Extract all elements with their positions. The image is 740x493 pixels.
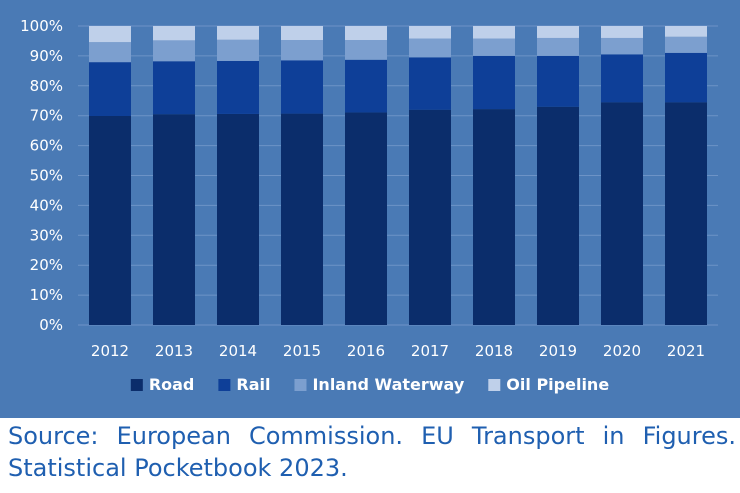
x-tick-label: 2014 xyxy=(219,342,257,360)
bar-segment-road xyxy=(665,102,707,326)
bar-segment-rail xyxy=(665,52,707,103)
legend-label: Oil Pipeline xyxy=(506,375,609,394)
bar-segment-road xyxy=(153,114,195,325)
bar-segment-oil-pipeline xyxy=(473,26,515,39)
x-tick-label: 2020 xyxy=(603,342,641,360)
legend-label: Inland Waterway xyxy=(312,375,464,394)
legend: Road Rail Inland Waterway Oil Pipeline xyxy=(130,375,609,394)
bars xyxy=(89,26,707,326)
legend-swatch xyxy=(294,379,307,391)
source-caption: Source: European Commission. EU Transpor… xyxy=(8,422,736,482)
bar-segment-rail xyxy=(281,60,323,114)
bar-segment-rail xyxy=(217,60,259,114)
bar-segment-rail xyxy=(409,57,451,110)
bar-segment-rail xyxy=(601,54,643,103)
y-tick-label: 50% xyxy=(30,167,63,185)
x-axis-ticks: 2012 2013 2014 2015 2016 2017 2018 2019 2020 2021 xyxy=(91,342,705,360)
bar-segment-inland-waterway xyxy=(537,37,579,56)
bar-segment-road xyxy=(89,115,131,326)
x-tick-label: 2016 xyxy=(347,342,385,360)
x-tick-label: 2013 xyxy=(155,342,193,360)
bar-segment-rail xyxy=(345,59,387,113)
x-tick-label: 2015 xyxy=(283,342,321,360)
bar-segment-oil-pipeline xyxy=(345,26,387,41)
bar-segment-road xyxy=(601,102,643,326)
bar-segment-road xyxy=(473,109,515,325)
bar-segment-inland-waterway xyxy=(473,38,515,56)
y-tick-label: 0% xyxy=(39,316,63,334)
y-tick-label: 40% xyxy=(30,196,63,214)
x-tick-label: 2019 xyxy=(539,342,577,360)
y-tick-label: 70% xyxy=(30,107,63,125)
y-tick-label: 60% xyxy=(30,137,63,155)
bar-segment-inland-waterway xyxy=(345,40,387,60)
y-tick-label: 30% xyxy=(30,226,63,244)
y-tick-label: 80% xyxy=(30,77,63,95)
bar-segment-inland-waterway xyxy=(217,39,259,61)
legend-label: Rail xyxy=(236,375,270,394)
bar-segment-rail xyxy=(153,61,195,115)
bar-segment-oil-pipeline xyxy=(537,26,579,38)
bar-segment-road xyxy=(537,106,579,325)
bar-segment-road xyxy=(345,112,387,325)
bar-segment-oil-pipeline xyxy=(601,26,643,38)
bar-segment-oil-pipeline xyxy=(217,26,259,40)
bar-segment-inland-waterway xyxy=(601,37,643,55)
legend-swatch xyxy=(130,379,143,391)
y-axis-ticks: 0% 10% 20% 30% 40% 50% 60% 70% 80% 90% 100% xyxy=(20,17,63,334)
bar-segment-rail xyxy=(473,55,515,110)
bar-segment-inland-waterway xyxy=(665,36,707,53)
bar-segment-road xyxy=(217,113,259,325)
bar-segment-inland-waterway xyxy=(409,38,451,58)
bar-segment-rail xyxy=(89,62,131,116)
chart-panel: 0% 10% 20% 30% 40% 50% 60% 70% 80% 90% 100% 2012 20… xyxy=(0,0,740,418)
y-tick-label: 90% xyxy=(30,47,63,65)
bar-segment-rail xyxy=(537,55,579,107)
x-tick-label: 2018 xyxy=(475,342,513,360)
bar-segment-inland-waterway xyxy=(89,42,131,63)
x-tick-label: 2012 xyxy=(91,342,129,360)
bar-segment-oil-pipeline xyxy=(281,26,323,41)
bar-segment-oil-pipeline xyxy=(89,26,131,43)
bar-segment-road xyxy=(281,113,323,326)
bar-segment-road xyxy=(409,109,451,325)
y-tick-label: 20% xyxy=(30,256,63,274)
legend-swatch xyxy=(488,379,501,391)
legend-swatch xyxy=(218,379,231,391)
stacked-bar-chart: 0%10%20%30%40%50%60%70%80%90%100% 2012 20… xyxy=(20,17,718,394)
bar-segment-inland-waterway xyxy=(153,40,195,62)
bar-segment-oil-pipeline xyxy=(153,26,195,41)
bar-segment-inland-waterway xyxy=(281,40,323,61)
bar-segment-oil-pipeline xyxy=(665,26,707,37)
legend-label: Road xyxy=(149,375,195,394)
y-tick-label: 10% xyxy=(30,286,63,304)
x-tick-label: 2017 xyxy=(411,342,449,360)
bar-segment-oil-pipeline xyxy=(409,26,451,39)
y-tick-label: 100% xyxy=(20,17,63,35)
x-tick-label: 2021 xyxy=(667,342,705,360)
